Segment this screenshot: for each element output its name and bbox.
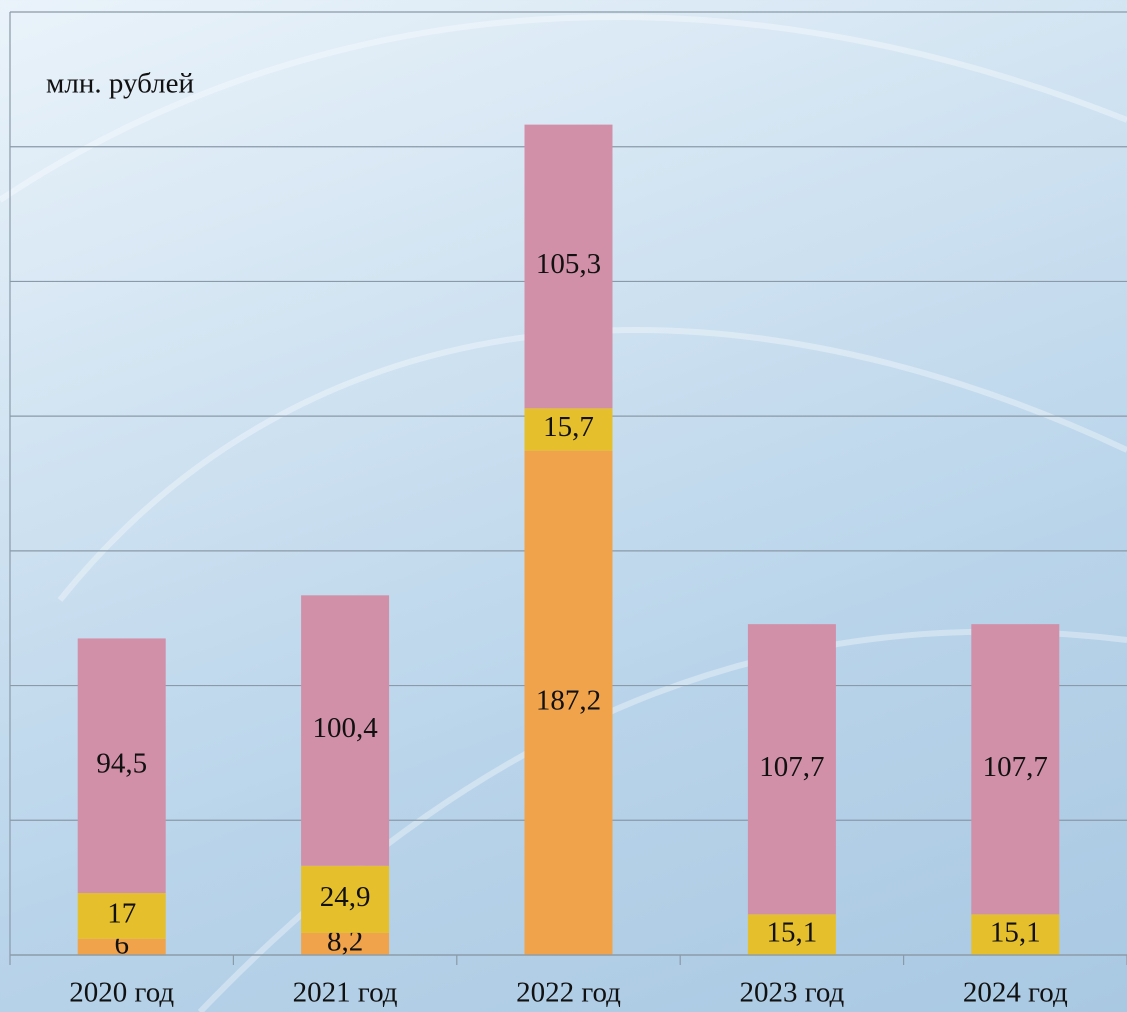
bar-segment xyxy=(77,938,166,955)
value-label: 107,7 xyxy=(759,751,824,783)
y-axis-label: млн. рублей xyxy=(46,68,194,100)
bar-segment xyxy=(301,595,390,866)
value-label: 187,2 xyxy=(536,684,601,716)
bar-segment xyxy=(524,408,613,451)
bar-segment xyxy=(77,893,166,939)
value-label: 15,1 xyxy=(990,916,1041,948)
bar-segment xyxy=(77,638,166,894)
value-label: 15,1 xyxy=(767,916,818,948)
x-tick-label: 2021 год xyxy=(293,977,398,1009)
value-label: 107,7 xyxy=(983,751,1048,783)
bar-segment xyxy=(971,914,1060,955)
bar-segment xyxy=(524,450,613,955)
bar-segment xyxy=(971,624,1060,915)
value-label: 100,4 xyxy=(312,712,378,744)
x-tick-label: 2023 год xyxy=(739,977,844,1009)
value-label: 17 xyxy=(107,898,136,930)
x-tick-label: 2022 год xyxy=(516,977,621,1009)
value-label: 24,9 xyxy=(320,881,371,913)
x-tick-label: 2020 год xyxy=(69,977,174,1009)
value-label: 15,7 xyxy=(543,411,594,443)
value-label: 94,5 xyxy=(96,747,147,779)
bar-segment xyxy=(524,124,613,409)
bar-segment xyxy=(747,914,836,955)
value-label: 105,3 xyxy=(536,248,601,280)
x-tick-label: 2024 год xyxy=(963,977,1068,1009)
bar-segment xyxy=(301,932,390,955)
bar-segment xyxy=(301,865,390,933)
bar-segment xyxy=(747,624,836,915)
